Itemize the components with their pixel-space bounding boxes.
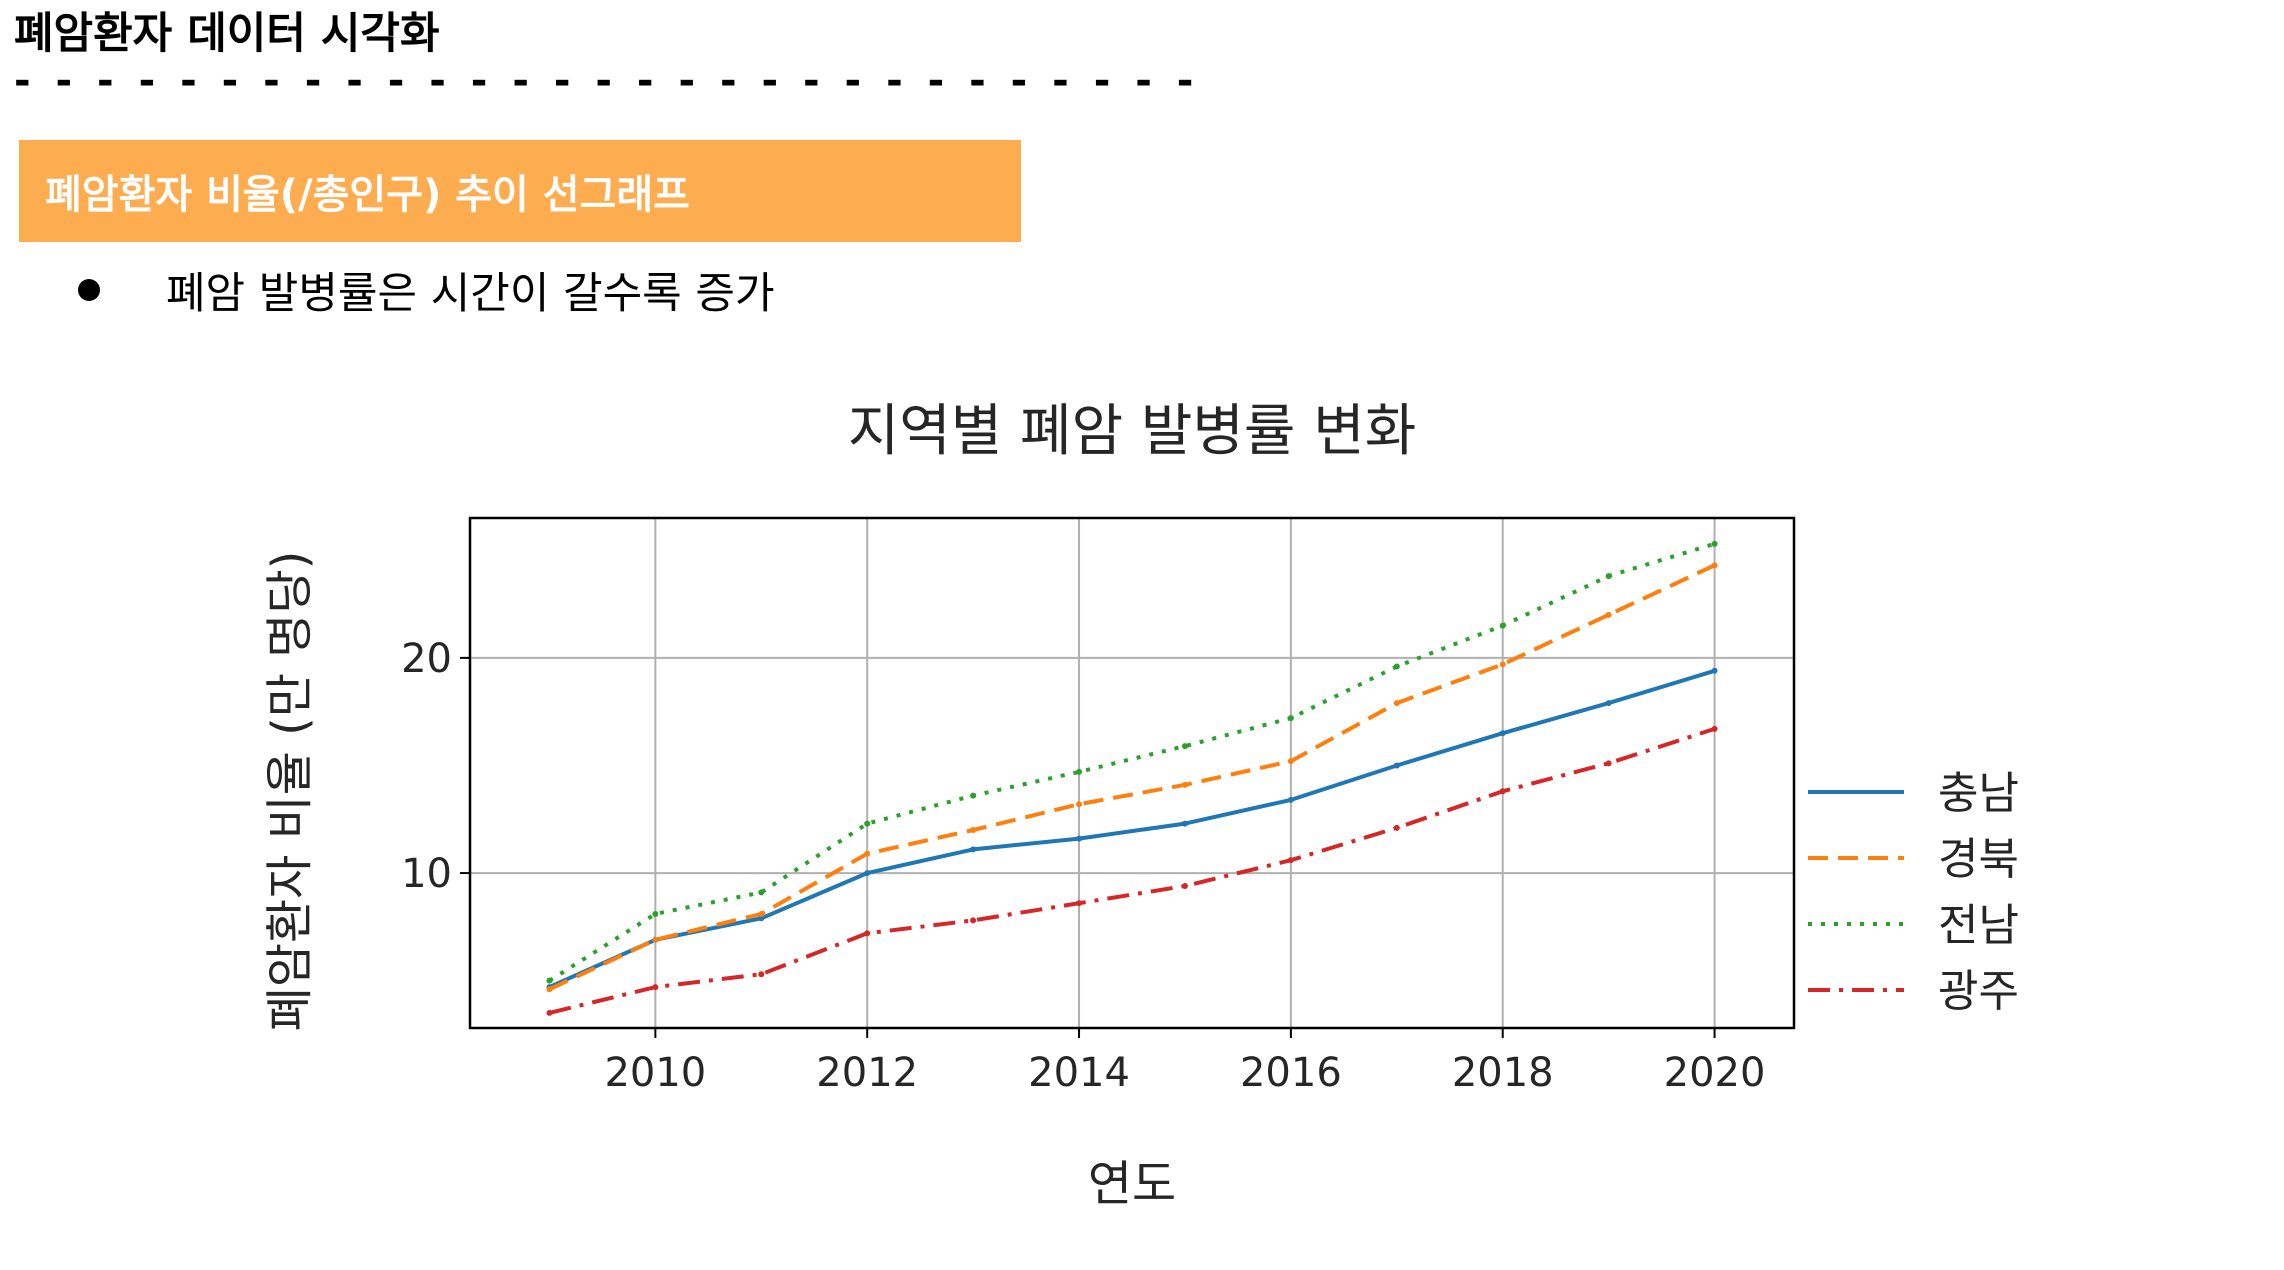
data-point: [652, 936, 659, 943]
data-point: [1711, 562, 1718, 569]
data-point: [1393, 762, 1400, 769]
series-line-3: [548, 726, 1716, 1015]
line-chart: 2010 2012 2014 2016 2018 2020 10 20 지역별 폐암 발병률 …: [262, 399, 2019, 1212]
data-point: [1181, 743, 1188, 750]
data-point: [1711, 725, 1718, 732]
x-tick-label: 2012: [816, 1050, 918, 1096]
data-point: [1287, 715, 1294, 722]
data-point: [546, 1009, 553, 1016]
data-point: [652, 984, 659, 991]
data-point: [1287, 796, 1294, 803]
x-tick-label: 2018: [1452, 1050, 1554, 1096]
data-point: [970, 846, 977, 853]
series-line-0: [548, 668, 1716, 989]
data-point: [864, 870, 871, 877]
y-axis-label: 폐암환자 비율 (만 명당): [262, 551, 318, 1032]
dashed-divider: - - - - - - - - - - - - - - - - - - - - …: [14, 58, 1199, 104]
data-point: [1287, 857, 1294, 864]
data-point: [758, 889, 765, 896]
chart-title: 지역별 폐암 발병률 변화: [848, 399, 1417, 464]
data-point: [758, 910, 765, 917]
x-tick-label: 2016: [1240, 1050, 1342, 1096]
data-point: [1499, 788, 1506, 795]
data-point: [1393, 663, 1400, 670]
bullet-item: 폐암 발병률은 시간이 갈수록 증가: [78, 262, 775, 319]
y-tick-label: 10: [401, 851, 452, 897]
bullet-text: 폐암 발병률은 시간이 갈수록 증가: [166, 269, 775, 319]
data-point: [758, 971, 765, 978]
legend-label: 광주: [1938, 966, 2019, 1017]
data-point: [1605, 573, 1612, 580]
bullet-dot-icon: [78, 279, 100, 301]
x-tick-label: 2020: [1664, 1050, 1766, 1096]
data-point: [970, 792, 977, 799]
data-point: [1605, 760, 1612, 767]
x-axis-label: 연도: [1088, 1156, 1176, 1212]
data-point: [1393, 824, 1400, 831]
series-layer: [546, 540, 1718, 1016]
data-point: [1711, 540, 1718, 547]
data-point: [1076, 900, 1083, 907]
legend-label: 경북: [1938, 834, 2019, 885]
series-line-1: [548, 563, 1716, 992]
data-point: [864, 930, 871, 937]
data-point: [1181, 882, 1188, 889]
y-tick-label: 20: [401, 636, 452, 682]
data-point: [864, 850, 871, 857]
section-banner: 폐암환자 비율(/총인구) 추이 선그래프: [19, 140, 1021, 242]
data-point: [1393, 700, 1400, 707]
data-point: [758, 915, 765, 922]
data-point: [652, 910, 659, 917]
data-point: [1181, 781, 1188, 788]
data-point: [1499, 661, 1506, 668]
series-line-2: [548, 541, 1716, 983]
data-point: [970, 917, 977, 924]
data-point: [864, 820, 871, 827]
legend-label: 전남: [1938, 900, 2019, 951]
tick-layer: 2010 2012 2014 2016 2018 2020 10 20: [401, 636, 1765, 1096]
data-point: [1287, 758, 1294, 765]
grid-layer: [470, 518, 1794, 1028]
data-point: [1605, 611, 1612, 618]
x-tick-label: 2014: [1028, 1050, 1130, 1096]
data-point: [1181, 820, 1188, 827]
data-point: [1499, 622, 1506, 629]
data-point: [1711, 667, 1718, 674]
data-point: [546, 986, 553, 993]
data-point: [1076, 768, 1083, 775]
data-point: [1605, 700, 1612, 707]
data-point: [970, 827, 977, 834]
data-point: [1076, 835, 1083, 842]
data-point: [1499, 730, 1506, 737]
section-title: 폐암환자 비율(/총인구) 추이 선그래프: [45, 172, 690, 218]
x-tick-label: 2010: [604, 1050, 706, 1096]
legend-label: 충남: [1938, 768, 2019, 819]
data-point: [1076, 801, 1083, 808]
document-title: 폐암환자 데이터 시각화: [14, 9, 440, 59]
plot-frame: [468, 516, 1796, 1030]
data-point: [546, 977, 553, 984]
